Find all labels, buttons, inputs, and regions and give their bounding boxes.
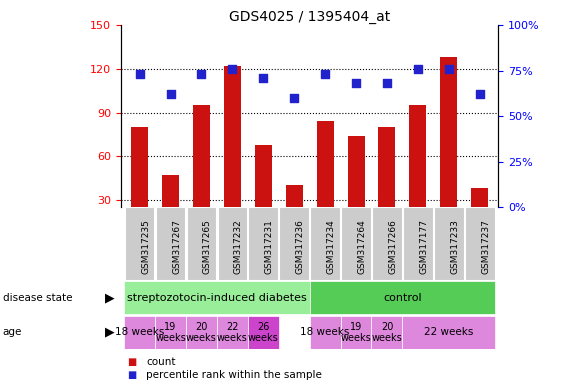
- Text: 18 weeks: 18 weeks: [301, 327, 350, 337]
- Text: GSM317231: GSM317231: [265, 220, 274, 275]
- Text: 19
weeks: 19 weeks: [341, 322, 372, 343]
- Point: [166, 91, 175, 97]
- Bar: [186, 207, 216, 280]
- Text: GSM317267: GSM317267: [172, 220, 181, 275]
- Bar: [124, 316, 155, 349]
- Bar: [471, 189, 488, 244]
- Text: GSM317266: GSM317266: [388, 220, 397, 275]
- Bar: [248, 316, 279, 349]
- Bar: [341, 207, 371, 280]
- Bar: [403, 207, 433, 280]
- Bar: [285, 185, 303, 244]
- Text: GSM317236: GSM317236: [296, 220, 305, 275]
- Title: GDS4025 / 1395404_at: GDS4025 / 1395404_at: [229, 10, 390, 24]
- Text: GSM317177: GSM317177: [419, 220, 428, 275]
- Text: GSM317265: GSM317265: [203, 220, 212, 275]
- Point: [413, 66, 422, 72]
- Text: control: control: [383, 293, 422, 303]
- Bar: [434, 207, 463, 280]
- Bar: [217, 207, 247, 280]
- Text: disease state: disease state: [3, 293, 72, 303]
- Text: GSM317233: GSM317233: [450, 220, 459, 275]
- Bar: [124, 281, 310, 314]
- Point: [382, 80, 391, 86]
- Bar: [193, 105, 210, 244]
- Bar: [125, 207, 154, 280]
- Bar: [131, 127, 148, 244]
- Text: GSM317235: GSM317235: [141, 220, 150, 275]
- Text: ■: ■: [127, 370, 136, 381]
- Text: GSM317264: GSM317264: [358, 220, 367, 275]
- Text: 26
weeks: 26 weeks: [248, 322, 279, 343]
- Bar: [409, 105, 426, 244]
- Text: GSM317232: GSM317232: [234, 220, 243, 275]
- Text: 22
weeks: 22 weeks: [217, 322, 248, 343]
- Point: [228, 66, 237, 72]
- Text: count: count: [146, 356, 176, 367]
- Point: [135, 71, 144, 77]
- Bar: [248, 207, 278, 280]
- Text: 22 weeks: 22 weeks: [424, 327, 473, 337]
- Bar: [341, 316, 372, 349]
- Bar: [378, 127, 395, 244]
- Point: [320, 71, 329, 77]
- Bar: [279, 207, 309, 280]
- Bar: [255, 145, 272, 244]
- Bar: [372, 207, 402, 280]
- Bar: [372, 316, 403, 349]
- Bar: [155, 316, 186, 349]
- Point: [259, 75, 268, 81]
- Text: ▶: ▶: [105, 291, 115, 304]
- Bar: [316, 121, 334, 244]
- Bar: [217, 316, 248, 349]
- Text: 19
weeks: 19 weeks: [155, 322, 186, 343]
- Bar: [403, 316, 495, 349]
- Text: age: age: [3, 327, 22, 337]
- Text: GSM317237: GSM317237: [481, 220, 490, 275]
- Text: 20
weeks: 20 weeks: [186, 322, 217, 343]
- Text: 20
weeks: 20 weeks: [372, 322, 403, 343]
- Bar: [162, 175, 179, 244]
- Bar: [156, 207, 185, 280]
- Bar: [347, 136, 364, 244]
- Bar: [310, 281, 495, 314]
- Bar: [310, 207, 340, 280]
- Bar: [310, 316, 341, 349]
- Bar: [440, 57, 457, 244]
- Point: [444, 66, 453, 72]
- Text: ▶: ▶: [105, 326, 115, 339]
- Bar: [224, 66, 241, 244]
- Text: streptozotocin-induced diabetes: streptozotocin-induced diabetes: [127, 293, 307, 303]
- Point: [351, 80, 360, 86]
- Point: [475, 91, 484, 97]
- Text: GSM317234: GSM317234: [327, 220, 336, 275]
- Text: percentile rank within the sample: percentile rank within the sample: [146, 370, 322, 381]
- Bar: [465, 207, 494, 280]
- Text: 18 weeks: 18 weeks: [115, 327, 164, 337]
- Text: ■: ■: [127, 356, 136, 367]
- Bar: [186, 316, 217, 349]
- Point: [197, 71, 206, 77]
- Point: [290, 95, 299, 101]
